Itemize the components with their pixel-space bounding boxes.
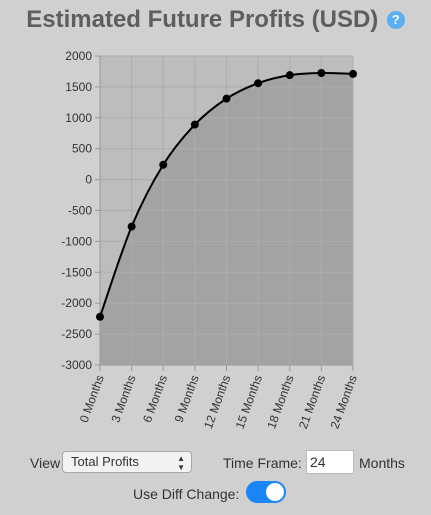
timeframe-label: Time Frame: [223,455,302,471]
view-select-value: Total Profits [71,454,139,469]
y-tick-label: 2000 [65,49,92,63]
y-tick-label: 500 [72,142,92,156]
x-tick-label: 18 Months [264,373,296,430]
view-label: View [30,455,61,471]
y-tick-label: -1500 [61,265,92,279]
data-point [285,71,294,80]
x-tick-label: 3 Months [108,373,138,424]
data-point [190,120,199,129]
data-point [349,69,357,78]
diff-change-toggle[interactable] [246,481,286,503]
x-tick-label: 9 Months [172,373,202,424]
x-tick-label: 12 Months [201,373,233,430]
y-tick-label: -2000 [61,296,92,310]
data-point [127,222,136,231]
timeframe-input[interactable] [306,450,354,474]
help-icon[interactable]: ? [386,11,405,29]
x-tick-label: 15 Months [233,373,265,430]
chart-title: Estimated Future Profits (USD) [26,6,379,33]
x-tick-label: 0 Months [77,373,107,424]
data-point [159,160,168,169]
data-point [254,79,263,88]
x-tick-label: 6 Months [140,373,170,424]
y-tick-label: 1000 [65,111,92,125]
diff-change-label: Use Diff Change: [133,486,240,502]
months-label: Months [359,455,405,471]
select-arrows-icon: ▲ ▼ [177,454,185,472]
data-point [96,312,104,321]
view-select[interactable]: Total Profits ▲ ▼ [62,451,192,473]
y-tick-label: -500 [68,204,92,218]
toggle-knob [266,483,284,501]
x-tick-label: 21 Months [296,373,328,430]
data-point [317,68,326,77]
x-tick-label: 24 Months [327,373,359,430]
chart-header: Estimated Future Profits (USD) ? [0,6,431,40]
y-tick-label: 1500 [65,80,92,94]
y-tick-label: -2500 [61,327,92,341]
data-point [222,94,231,103]
profit-chart: 2000 1500 1000 500 0 -500 -1000 -1500 -2000 -2500… [61,49,360,431]
y-tick-label: -3000 [61,358,92,372]
y-tick-label: -1000 [61,234,92,248]
y-tick-label: 0 [85,173,92,187]
